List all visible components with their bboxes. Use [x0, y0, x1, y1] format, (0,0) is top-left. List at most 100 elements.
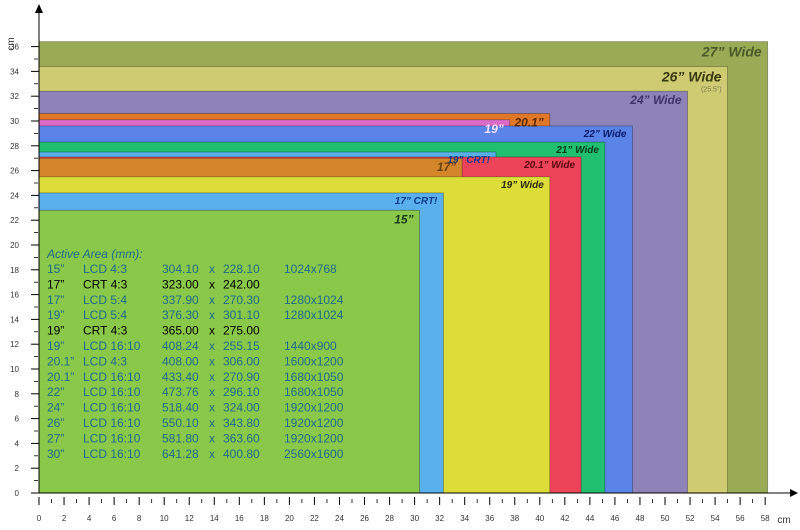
x-tick-label: 18 — [260, 514, 269, 523]
table-cell-w: 433.40 — [162, 370, 199, 384]
y-tick-label: 10 — [10, 365, 19, 374]
x-tick-label: 4 — [87, 514, 92, 523]
table-cell-type: LCD 16:10 — [83, 339, 141, 353]
table-cell-w: 304.10 — [162, 262, 199, 276]
table-cell-res: 1680x1050 — [284, 370, 344, 384]
y-tick-label: 24 — [10, 191, 19, 200]
table-cell-w: 365.00 — [162, 324, 199, 338]
table-cell-size: 19” — [47, 339, 64, 353]
y-axis-arrow — [35, 4, 43, 13]
y-tick-label: 2 — [15, 464, 20, 473]
x-tick-label: 52 — [686, 514, 695, 523]
table-cell-size: 15” — [47, 262, 64, 276]
x-tick-label: 46 — [610, 514, 619, 523]
table-cell-size: 17” — [47, 293, 64, 307]
table-cell-type: LCD 16:10 — [83, 385, 141, 399]
y-tick-label: 16 — [10, 291, 19, 300]
y-tick-label: 30 — [10, 117, 19, 126]
table-cell-type: LCD 16:10 — [83, 416, 141, 430]
table-cell-h: 306.00 — [223, 354, 260, 368]
table-cell-res: 1600x1200 — [284, 354, 344, 368]
y-tick-label: 26 — [10, 167, 19, 176]
table-cell-w: 473.76 — [162, 385, 199, 399]
x-tick-label: 56 — [736, 514, 745, 523]
table-cell-x: x — [209, 339, 215, 353]
table-cell-w: 550.10 — [162, 416, 199, 430]
y-axis-label: cm — [6, 37, 17, 50]
table-cell-w: 323.00 — [162, 277, 199, 291]
table-cell-type: CRT 4:3 — [83, 277, 128, 291]
label-20-1: 20.1” — [513, 116, 543, 130]
table-cell-size: 19” — [47, 308, 64, 322]
y-tick-label: 20 — [10, 241, 19, 250]
table-cell-size: 17” — [47, 277, 64, 291]
table-cell-res: 1680x1050 — [284, 385, 344, 399]
table-cell-type: LCD 16:10 — [83, 431, 141, 445]
x-tick-label: 2 — [62, 514, 67, 523]
table-cell-size: 24” — [47, 401, 64, 415]
table-cell-x: x — [209, 262, 215, 276]
table-cell-h: 270.30 — [223, 293, 260, 307]
x-tick-label: 22 — [310, 514, 319, 523]
table-cell-h: 400.80 — [223, 447, 260, 461]
x-tick-label: 28 — [385, 514, 394, 523]
table-cell-h: 363.60 — [223, 431, 260, 445]
x-tick-label: 48 — [636, 514, 645, 523]
table-cell-w: 337.90 — [162, 293, 199, 307]
table-cell-size: 19” — [47, 324, 64, 338]
label-19: 19” — [484, 122, 503, 136]
table-cell-x: x — [209, 293, 215, 307]
x-tick-label: 36 — [485, 514, 494, 523]
table-cell-type: LCD 4:3 — [83, 354, 127, 368]
table-cell-res: 1024x768 — [284, 262, 337, 276]
x-tick-label: 58 — [761, 514, 770, 523]
table-cell-h: 228.10 — [223, 262, 260, 276]
y-tick-label: 12 — [10, 340, 19, 349]
x-tick-label: 20 — [285, 514, 294, 523]
table-cell-res: 1440x900 — [284, 339, 337, 353]
x-tick-label: 6 — [112, 514, 117, 523]
table-heading: Active Area (mm): — [46, 247, 143, 261]
active-area-table: Active Area (mm):15” LCD 4:3 304.10 x 228.10… — [46, 247, 344, 461]
x-tick-label: 14 — [210, 514, 219, 523]
x-tick-label: 32 — [435, 514, 444, 523]
table-cell-type: LCD 16:10 — [83, 401, 141, 415]
label-15: 15” — [394, 212, 413, 226]
label-20-1-wide: 20.1” Wide — [523, 160, 575, 171]
axes: 0 2 4 6 8 10 12 14 16 18 20 22 24 26 28 30 32 34 36 38 40 42 4… — [6, 4, 798, 526]
label-27-wide: 27” Wide — [701, 44, 762, 60]
table-cell-w: 376.30 — [162, 308, 199, 322]
monitor-labels: 27” Wide 26” Wide (25.5”) 24” Wide 20.1” 19” 2… — [394, 44, 762, 227]
table-cell-h: 255.15 — [223, 339, 260, 353]
label-19-crt: 19” CRT! — [447, 155, 490, 166]
y-tick-label: 0 — [15, 489, 20, 498]
table-cell-h: 275.00 — [223, 324, 260, 338]
table-cell-h: 270.90 — [223, 370, 260, 384]
table-cell-res: 1280x1024 — [284, 293, 344, 307]
y-tick-label: 14 — [10, 315, 19, 324]
label-24-wide: 24” Wide — [629, 93, 682, 107]
table-cell-size: 26” — [47, 416, 64, 430]
x-tick-label: 12 — [185, 514, 194, 523]
y-tick-label: 6 — [15, 415, 20, 424]
table-cell-x: x — [209, 385, 215, 399]
table-cell-w: 408.00 — [162, 354, 199, 368]
table-cell-size: 30” — [47, 447, 64, 461]
rect-15 — [38, 209, 421, 494]
table-cell-w: 641.28 — [162, 447, 199, 461]
table-cell-x: x — [209, 308, 215, 322]
table-cell-x: x — [209, 416, 215, 430]
table-cell-type: LCD 5:4 — [83, 308, 127, 322]
y-tick-label: 36 — [10, 43, 19, 52]
table-cell-x: x — [209, 401, 215, 415]
label-17: 17” — [437, 160, 456, 174]
table-cell-x: x — [209, 277, 215, 291]
x-tick-label: 16 — [235, 514, 244, 523]
table-cell-h: 296.10 — [223, 385, 260, 399]
x-axis-label: cm — [777, 515, 790, 526]
y-tick-label: 8 — [15, 390, 20, 399]
y-tick-label: 22 — [10, 216, 19, 225]
x-tick-label: 40 — [535, 514, 544, 523]
table-cell-type: LCD 16:10 — [83, 370, 141, 384]
y-tick-label: 28 — [10, 142, 19, 151]
